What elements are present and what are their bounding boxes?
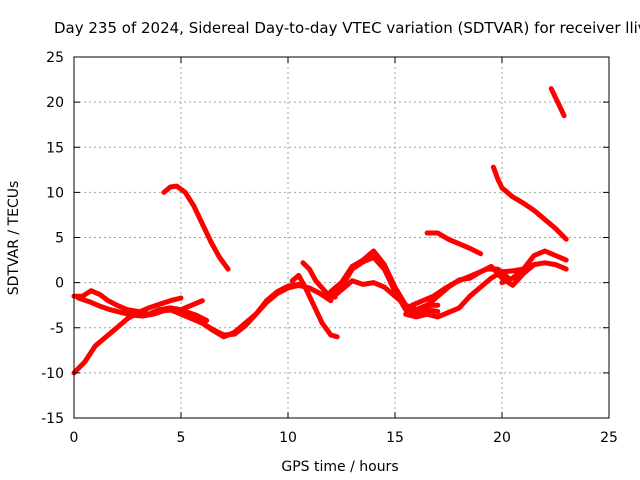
series-arc-6 <box>161 183 231 272</box>
x-tick-label: 5 <box>177 430 186 446</box>
x-tick-label: 0 <box>70 430 79 446</box>
axis-ticks: 0 5 10 15 20 25 -15 -10 -5 0 5 10 15 20 25 <box>41 50 618 446</box>
series-arc-14 <box>424 230 484 257</box>
y-tick-label: 10 <box>46 185 64 201</box>
y-tick-label: 5 <box>55 231 64 247</box>
y-axis-label: SDTVAR / TECUs <box>6 181 22 296</box>
y-tick-label: 25 <box>46 50 64 66</box>
y-tick-label: 0 <box>55 276 64 292</box>
x-tick-label: 10 <box>279 430 297 446</box>
series-arc-18 <box>548 86 567 119</box>
chart-title: Day 235 of 2024, Sidereal Day-to-day VTE… <box>54 19 640 37</box>
y-tick-label: 20 <box>46 95 64 111</box>
series-arc-16 <box>499 248 569 286</box>
x-tick-label: 15 <box>386 430 404 446</box>
y-tick-label: -10 <box>41 366 64 382</box>
series-arc-12 <box>403 262 537 320</box>
grid <box>74 57 609 418</box>
data-series <box>71 86 569 376</box>
series-arc-7 <box>289 272 340 340</box>
y-tick-label: -15 <box>41 411 64 427</box>
y-tick-label: -5 <box>50 321 64 337</box>
x-axis-label: GPS time / hours <box>281 459 398 475</box>
y-tick-label: 15 <box>46 140 64 156</box>
x-tick-label: 20 <box>493 430 511 446</box>
series-arc-15 <box>467 260 569 288</box>
x-tick-label: 25 <box>600 430 618 446</box>
series-arc-17 <box>490 164 569 242</box>
series-arc-5 <box>167 281 302 338</box>
series-arc-1 <box>71 295 184 376</box>
